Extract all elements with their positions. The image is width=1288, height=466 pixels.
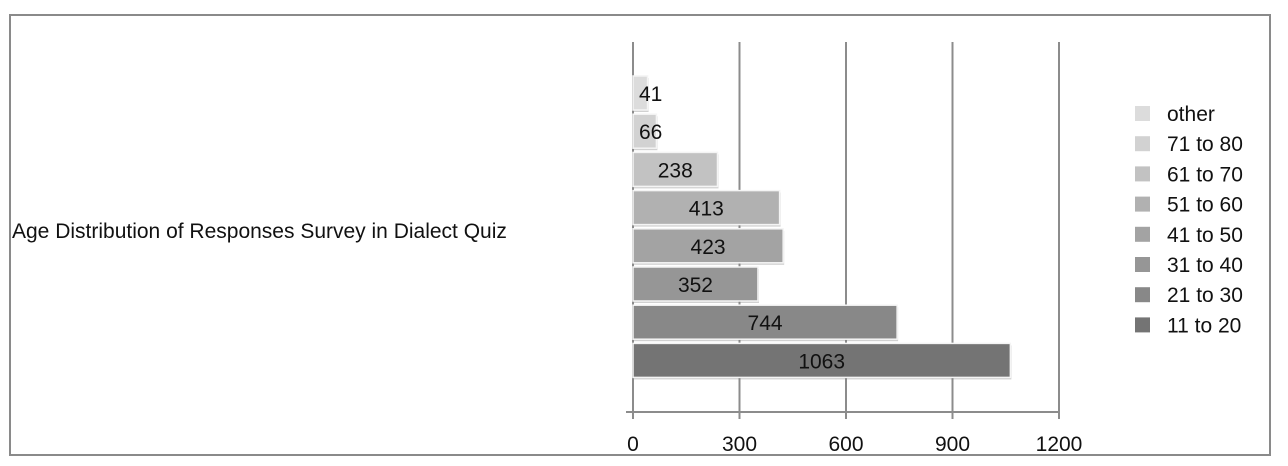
bar bbox=[632, 266, 759, 302]
legend-swatch bbox=[1135, 287, 1150, 303]
bar bbox=[632, 189, 781, 226]
bar-value-label: 413 bbox=[689, 198, 724, 221]
bar bbox=[632, 342, 1012, 379]
x-tick-label: 600 bbox=[828, 433, 863, 456]
legend-label: 11 to 20 bbox=[1167, 314, 1241, 337]
legend-label: other bbox=[1167, 103, 1215, 126]
legend-swatch bbox=[1135, 226, 1150, 242]
bar bbox=[632, 113, 658, 149]
legend-label: 41 to 50 bbox=[1167, 224, 1243, 247]
category-label: Age Distribution of Responses Survey in … bbox=[12, 220, 507, 243]
bar-value-label: 66 bbox=[639, 121, 662, 144]
bar-value-label: 352 bbox=[678, 274, 713, 297]
x-tick-labels: 0 300 600 900 1200 bbox=[627, 433, 1082, 456]
bar-value-label: 238 bbox=[658, 159, 693, 182]
x-axis: 0 300 600 900 1200 bbox=[626, 411, 1082, 456]
x-tick-label: 0 bbox=[627, 433, 639, 456]
legend-swatch bbox=[1135, 196, 1150, 212]
x-tick-label: 1200 bbox=[1036, 433, 1083, 456]
legend-label: 31 to 40 bbox=[1167, 254, 1243, 277]
legend-swatch bbox=[1135, 106, 1150, 121]
legend-label: 61 to 70 bbox=[1167, 163, 1243, 186]
bar bbox=[632, 228, 784, 264]
legend-swatch bbox=[1135, 257, 1150, 272]
bar-value-label: 41 bbox=[639, 83, 662, 106]
bars: 41 66 238 413 423 352 744 1063 bbox=[632, 75, 1012, 380]
bar-value-label: 744 bbox=[748, 312, 783, 335]
legend-label: 21 to 30 bbox=[1167, 284, 1243, 307]
x-tick-label: 300 bbox=[722, 433, 757, 456]
bar bbox=[632, 151, 719, 188]
legend-label: 51 to 60 bbox=[1167, 194, 1243, 217]
legend: other 71 to 80 61 to 70 51 to 60 41 to 50 31 … bbox=[1135, 103, 1243, 337]
legend-swatch bbox=[1135, 136, 1150, 152]
bar-value-label: 423 bbox=[691, 236, 726, 259]
bar bbox=[632, 75, 649, 111]
legend-label: 71 to 80 bbox=[1167, 133, 1243, 156]
legend-swatch bbox=[1135, 166, 1150, 182]
bar bbox=[632, 304, 898, 340]
bar-value-label: 1063 bbox=[798, 350, 845, 373]
legend-swatch bbox=[1135, 317, 1150, 333]
x-tick-label: 900 bbox=[935, 433, 970, 456]
